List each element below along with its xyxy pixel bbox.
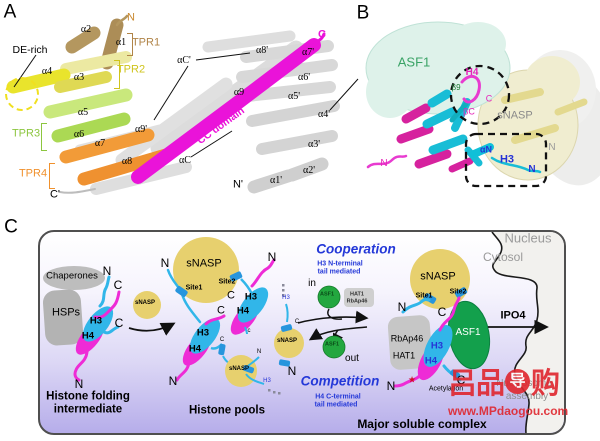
histone-folding-group — [42, 266, 121, 382]
watermark-cn-circle: 导 — [505, 368, 531, 394]
de-rich-dashed-circle — [5, 77, 39, 111]
tpr4-bracket — [49, 163, 55, 189]
watermark-cn-right: 购 — [531, 368, 560, 400]
arrow-folding-to-pools — [128, 322, 176, 336]
watermark-url: www.MPdaogou.com — [448, 404, 569, 418]
panel-a-colored-helices — [6, 14, 326, 186]
equilibrium-group — [297, 285, 374, 359]
watermark-cn-left: 吕品 — [448, 368, 505, 400]
panel-b-surfaces — [365, 21, 600, 186]
panel-c-artwork — [42, 232, 564, 433]
panel-a-pointer-lines — [13, 52, 359, 158]
histone-pools-group — [166, 237, 304, 395]
tpr3-bracket — [41, 123, 47, 151]
major-complex-group — [387, 249, 549, 388]
snasp-small-circle-left — [133, 291, 161, 319]
panel-b-ribbons — [366, 74, 542, 174]
tpr2-bracket — [114, 60, 120, 89]
tpr1-bracket — [127, 33, 133, 56]
panel-c-box — [38, 230, 566, 435]
panel-b-dashed-outlines — [449, 64, 548, 188]
watermark: 吕品导购 www.MPdaogou.com — [448, 360, 598, 418]
